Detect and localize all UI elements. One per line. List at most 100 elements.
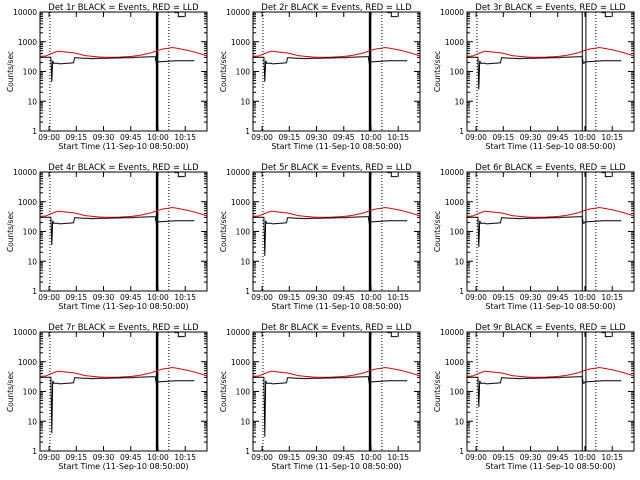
series-lld [40, 46, 208, 58]
y-axis-label: Counts/sec [6, 371, 15, 412]
x-tick-label: 09:00 [465, 293, 487, 302]
x-axis-label: Start Time (11-Sep-10 08:50:00) [485, 142, 615, 151]
y-tick-label: 1 [459, 447, 464, 456]
x-tick-label: 09:15 [65, 453, 87, 462]
y-tick-label: 100 [23, 388, 38, 397]
y-tick-label: 1 [459, 127, 464, 136]
x-tick-label: 09:15 [492, 133, 514, 142]
chart-panel: Det 1r BLACK = Events, RED = LLD 1 10 100 10… [6, 3, 208, 151]
series-events [467, 376, 622, 408]
x-tick-label: 10:15 [387, 453, 409, 462]
x-tick-label: 09:00 [251, 453, 273, 462]
state-bracket [601, 332, 612, 338]
y-axis-label: Counts/sec [6, 51, 15, 92]
plot-frame [39, 171, 208, 292]
y-tick-label: 1 [32, 287, 37, 296]
chart-panel: Det 6r BLACK = Events, RED = LLD 1 10 100 10… [433, 163, 635, 311]
chart-title: Det 5r BLACK = Events, RED = LLD [261, 163, 412, 173]
series-lld [40, 206, 208, 218]
y-tick-label: 1000 [18, 198, 37, 207]
y-axis-label: Counts/sec [433, 51, 442, 92]
y-tick-label: 10000 [440, 328, 464, 337]
state-bracket [387, 332, 398, 338]
x-axis-label: Start Time (11-Sep-10 08:50:00) [58, 142, 188, 151]
x-tick-label: 09:45 [547, 293, 569, 302]
x-tick-label: 09:45 [120, 453, 142, 462]
chart-panel: Det 9r BLACK = Events, RED = LLD 1 10 100 10… [433, 323, 635, 471]
x-tick-label: 09:45 [547, 453, 569, 462]
x-tick-label: 09:00 [251, 133, 273, 142]
x-tick-label: 09:30 [93, 133, 115, 142]
x-axis-label: Start Time (11-Sep-10 08:50:00) [271, 462, 401, 471]
y-tick-label: 1000 [18, 38, 37, 47]
x-tick-label: 09:30 [93, 293, 115, 302]
y-axis-label: Counts/sec [433, 211, 442, 252]
y-tick-label: 10000 [13, 328, 37, 337]
x-tick-label: 10:00 [147, 293, 169, 302]
x-tick-label: 09:15 [278, 453, 300, 462]
chart-panel: Det 8r BLACK = Events, RED = LLD 1 10 100 10… [219, 323, 421, 471]
x-tick-label: 10:15 [601, 133, 623, 142]
y-tick-label: 1000 [445, 358, 464, 367]
x-tick-label: 10:00 [360, 133, 382, 142]
chart-panel: Det 4r BLACK = Events, RED = LLD 1 10 100 10… [6, 163, 208, 311]
chart-title: Det 2r BLACK = Events, RED = LLD [261, 3, 412, 13]
x-tick-label: 09:00 [38, 453, 60, 462]
chart-title: Det 9r BLACK = Events, RED = LLD [475, 323, 626, 333]
y-tick-label: 10 [27, 417, 37, 426]
y-tick-label: 1000 [231, 358, 250, 367]
y-tick-label: 100 [23, 68, 38, 77]
plot-frame [39, 331, 208, 452]
y-tick-label: 1 [245, 127, 250, 136]
plot-frame [252, 171, 421, 292]
y-tick-label: 10000 [226, 8, 250, 17]
state-bracket [387, 172, 398, 178]
series-lld [467, 46, 635, 58]
y-axis-label: Counts/sec [219, 211, 228, 252]
plot-frame [466, 331, 635, 452]
x-tick-label: 10:00 [574, 133, 596, 142]
x-tick-label: 09:00 [465, 133, 487, 142]
x-tick-label: 09:45 [333, 293, 355, 302]
y-tick-label: 10000 [440, 168, 464, 177]
y-tick-label: 100 [236, 388, 251, 397]
y-tick-label: 10 [240, 257, 250, 266]
x-axis-label: Start Time (11-Sep-10 08:50:00) [271, 302, 401, 311]
y-tick-label: 1 [245, 447, 250, 456]
state-bracket [174, 12, 185, 18]
x-tick-label: 09:15 [278, 133, 300, 142]
x-tick-label: 10:15 [387, 293, 409, 302]
x-tick-label: 09:00 [38, 133, 60, 142]
y-tick-label: 10000 [13, 168, 37, 177]
plot-frame [252, 331, 421, 452]
state-bracket [174, 172, 185, 178]
y-axis-label: Counts/sec [219, 371, 228, 412]
series-events [40, 56, 195, 82]
x-tick-label: 10:15 [601, 293, 623, 302]
series-lld [467, 366, 635, 378]
x-tick-label: 09:15 [492, 293, 514, 302]
y-tick-label: 1 [459, 287, 464, 296]
x-tick-label: 09:00 [251, 293, 273, 302]
chart-title: Det 1r BLACK = Events, RED = LLD [48, 3, 199, 13]
y-tick-label: 1000 [231, 198, 250, 207]
y-tick-label: 10 [240, 417, 250, 426]
y-tick-label: 10 [27, 97, 37, 106]
y-tick-label: 1000 [231, 38, 250, 47]
x-tick-label: 09:45 [120, 133, 142, 142]
y-axis-label: Counts/sec [6, 211, 15, 252]
x-tick-label: 10:00 [360, 293, 382, 302]
x-tick-label: 09:00 [465, 453, 487, 462]
state-bracket [601, 12, 612, 18]
x-axis-label: Start Time (11-Sep-10 08:50:00) [271, 142, 401, 151]
series-events [253, 56, 408, 82]
plot-frame [252, 11, 421, 132]
series-events [253, 376, 408, 437]
x-tick-label: 09:00 [38, 293, 60, 302]
chart-panel: Det 2r BLACK = Events, RED = LLD 1 10 100 10… [219, 3, 421, 151]
x-tick-label: 09:30 [93, 453, 115, 462]
x-tick-label: 10:00 [360, 453, 382, 462]
y-tick-label: 100 [23, 228, 38, 237]
x-tick-label: 10:00 [147, 453, 169, 462]
series-lld [253, 366, 421, 378]
